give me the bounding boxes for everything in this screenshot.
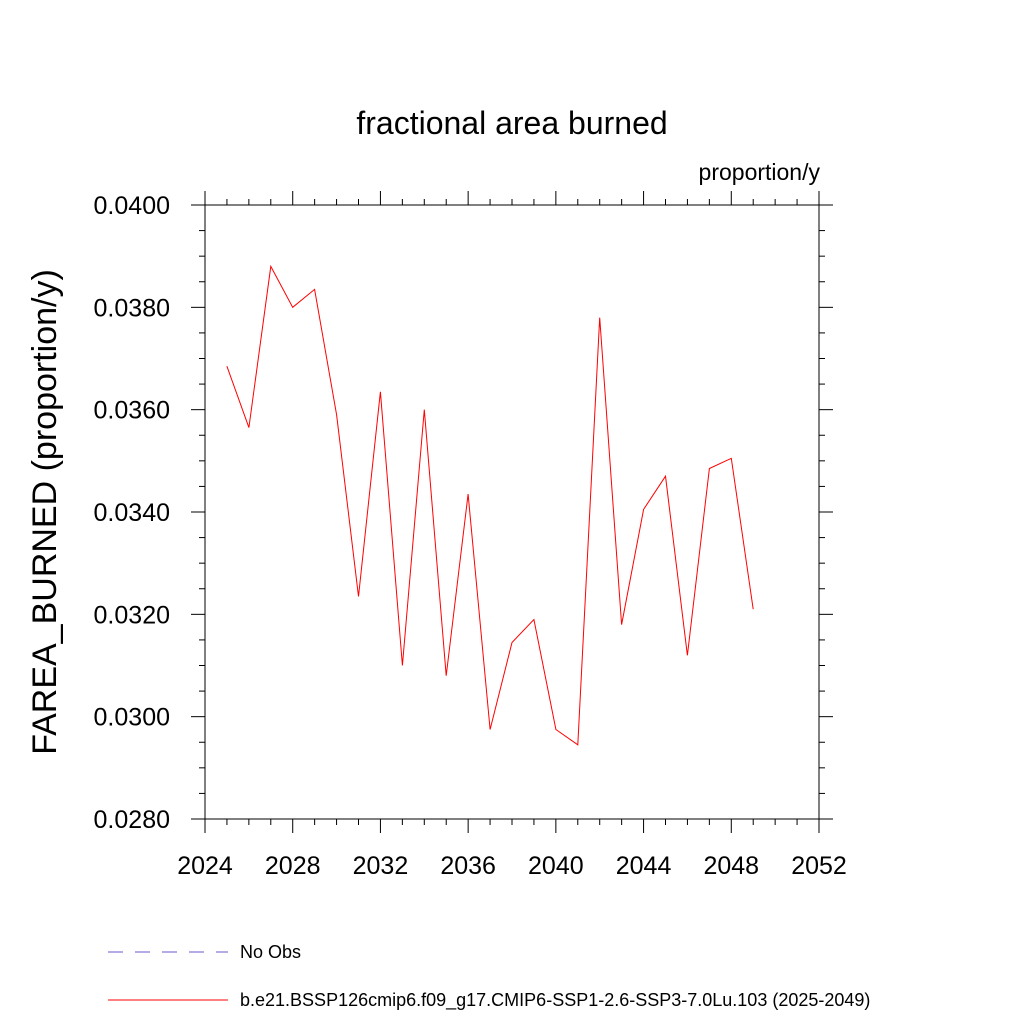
- x-tick-label: 2040: [528, 852, 584, 880]
- y-tick-label: 0.0340: [94, 499, 170, 527]
- legend-label: No Obs: [240, 942, 301, 962]
- y-tick-label: 0.0280: [94, 806, 170, 834]
- x-tick-label: 2036: [440, 852, 496, 880]
- legend: No Obs b.e21.BSSP126cmip6.f09_g17.CMIP6-S…: [108, 942, 870, 1011]
- y-tick-label: 0.0300: [94, 704, 170, 732]
- x-tick-label: 2032: [353, 852, 409, 880]
- legend-label: b.e21.BSSP126cmip6.f09_g17.CMIP6-SSP1-2.…: [240, 990, 870, 1011]
- x-tick-label: 2052: [791, 852, 847, 880]
- x-tick-label: 2024: [177, 852, 233, 880]
- y-tick-label: 0.0400: [94, 192, 170, 220]
- plot-frame: [204, 204, 820, 820]
- series-layer: [226, 264, 754, 746]
- x-tick-label: 2028: [265, 852, 321, 880]
- x-tick-label: 2044: [616, 852, 672, 880]
- y-tick-label: 0.0320: [94, 601, 170, 629]
- series-line: [226, 264, 754, 746]
- y-tick-label: 0.0360: [94, 397, 170, 425]
- chart-units: proportion/y: [699, 159, 821, 185]
- y-axis: 0.0280 0.0300 0.0320 0.0340 0.0360 0.0380 0.04…: [94, 192, 833, 834]
- x-axis: 2024 2028 2032 2036 2040 2044 2048 2052: [177, 191, 847, 880]
- y-axis-label: FAREA_BURNED (proportion/y): [26, 269, 64, 755]
- y-tick-label: 0.0380: [94, 294, 170, 322]
- chart-title: fractional area burned: [356, 105, 667, 141]
- x-tick-label: 2048: [703, 852, 759, 880]
